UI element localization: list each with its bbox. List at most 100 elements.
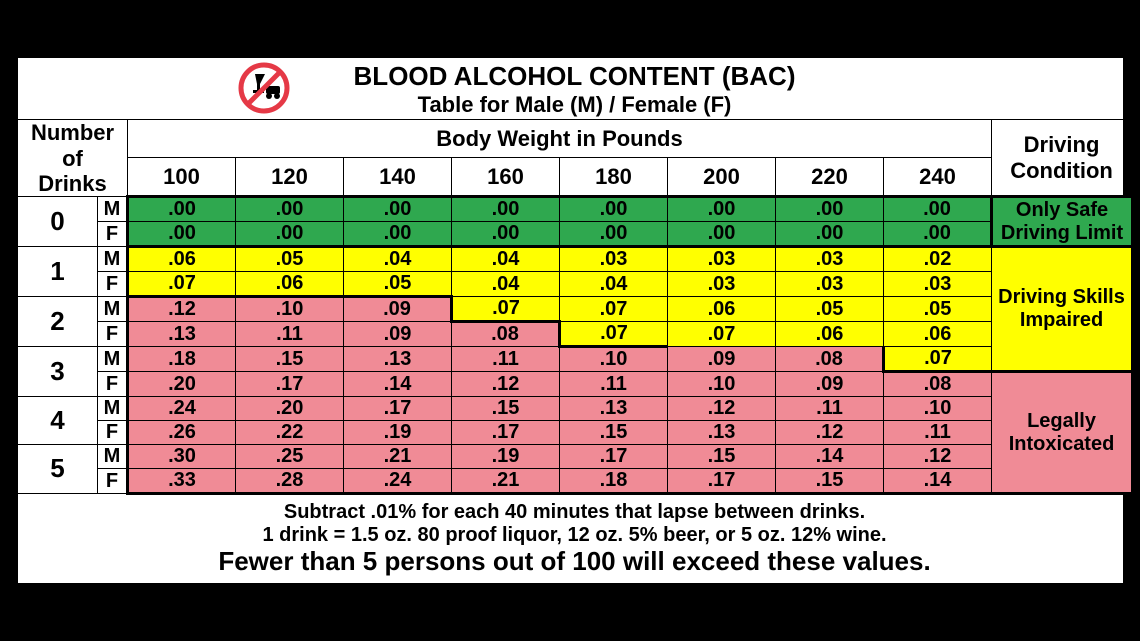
- cell: .24: [344, 469, 452, 494]
- cell: .33: [128, 469, 236, 494]
- cell: .00: [776, 197, 884, 222]
- cell: .15: [560, 421, 668, 445]
- cell: .08: [776, 347, 884, 372]
- cell: .00: [668, 197, 776, 222]
- cell: .21: [344, 445, 452, 469]
- cell: .09: [776, 372, 884, 397]
- header-drinks-l2: Drinks: [38, 171, 106, 196]
- cell: .05: [236, 247, 344, 272]
- cell: .06: [884, 322, 992, 347]
- cell: .00: [344, 197, 452, 222]
- cell: .07: [668, 322, 776, 347]
- sex-f: F: [98, 272, 128, 297]
- cell: .07: [560, 297, 668, 322]
- cell: .12: [668, 397, 776, 421]
- drinks-1: 1: [18, 247, 98, 297]
- sex-f: F: [98, 372, 128, 397]
- cell: .00: [236, 222, 344, 247]
- page: BLOOD ALCOHOL CONTENT (BAC) Table for Ma…: [0, 0, 1140, 641]
- cell: .07: [452, 297, 560, 322]
- cell: .13: [560, 397, 668, 421]
- sex-m: M: [98, 397, 128, 421]
- cell: .26: [128, 421, 236, 445]
- cell: .30: [128, 445, 236, 469]
- cell: .00: [668, 222, 776, 247]
- cell: .11: [884, 421, 992, 445]
- sex-m: M: [98, 197, 128, 222]
- weight-col: 140: [344, 157, 452, 196]
- header-cond-l2: Condition: [1010, 158, 1113, 183]
- cell: .19: [344, 421, 452, 445]
- cond-imp-l1: Driving Skills: [998, 286, 1125, 308]
- drinks-3: 3: [18, 347, 98, 397]
- cell: .14: [344, 372, 452, 397]
- cell: .14: [776, 445, 884, 469]
- cell: .17: [452, 421, 560, 445]
- cell: .00: [452, 197, 560, 222]
- sex-m: M: [98, 297, 128, 322]
- title-cell: BLOOD ALCOHOL CONTENT (BAC) Table for Ma…: [18, 58, 1132, 120]
- cell: .20: [236, 397, 344, 421]
- cond-impaired: Driving Skills Impaired: [992, 247, 1132, 372]
- cell: .09: [344, 322, 452, 347]
- header-condition: Driving Condition: [992, 120, 1132, 197]
- cell: .15: [776, 469, 884, 494]
- cell: .06: [668, 297, 776, 322]
- cell: .13: [668, 421, 776, 445]
- footer: Subtract .01% for each 40 minutes that l…: [18, 494, 1132, 584]
- cell: .03: [668, 247, 776, 272]
- cell: .06: [776, 322, 884, 347]
- cell: .02: [884, 247, 992, 272]
- cell: .08: [884, 372, 992, 397]
- cond-safe: Only Safe Driving Limit: [992, 197, 1132, 247]
- cell: .20: [128, 372, 236, 397]
- sex-f: F: [98, 469, 128, 494]
- cell: .18: [128, 347, 236, 372]
- footer-l3: Fewer than 5 persons out of 100 will exc…: [22, 547, 1127, 577]
- drinks-0: 0: [18, 197, 98, 247]
- cell: .00: [344, 222, 452, 247]
- weight-col: 100: [128, 157, 236, 196]
- cell: .04: [452, 247, 560, 272]
- cell: .11: [776, 397, 884, 421]
- cell: .12: [884, 445, 992, 469]
- cell: .07: [884, 347, 992, 372]
- cell: .28: [236, 469, 344, 494]
- bac-table-sheet: BLOOD ALCOHOL CONTENT (BAC) Table for Ma…: [14, 54, 1126, 587]
- cell: .03: [560, 247, 668, 272]
- header-drinks-l1: Number of: [31, 120, 114, 170]
- weight-col: 200: [668, 157, 776, 196]
- weight-col: 160: [452, 157, 560, 196]
- cell: .11: [452, 347, 560, 372]
- cell: .17: [344, 397, 452, 421]
- cell: .09: [668, 347, 776, 372]
- cell: .18: [560, 469, 668, 494]
- cell: .05: [884, 297, 992, 322]
- weight-col: 180: [560, 157, 668, 196]
- cell: .11: [560, 372, 668, 397]
- drinks-4: 4: [18, 397, 98, 445]
- cell: .10: [668, 372, 776, 397]
- cell: .06: [236, 272, 344, 297]
- cell: .03: [776, 247, 884, 272]
- cell: .10: [560, 347, 668, 372]
- cell: .12: [128, 297, 236, 322]
- weight-col: 120: [236, 157, 344, 196]
- footer-l2: 1 drink = 1.5 oz. 80 proof liquor, 12 oz…: [22, 524, 1127, 547]
- cell: .09: [344, 297, 452, 322]
- cond-legal: Legally Intoxicated: [992, 372, 1132, 494]
- weight-col: 240: [884, 157, 992, 196]
- sex-f: F: [98, 322, 128, 347]
- cell: .00: [560, 222, 668, 247]
- cell: .07: [128, 272, 236, 297]
- cell: .03: [776, 272, 884, 297]
- cell: .00: [128, 197, 236, 222]
- cell: .00: [884, 222, 992, 247]
- sex-m: M: [98, 247, 128, 272]
- cell: .06: [128, 247, 236, 272]
- cell: .10: [884, 397, 992, 421]
- cell: .04: [452, 272, 560, 297]
- cell: .03: [884, 272, 992, 297]
- cell: .17: [560, 445, 668, 469]
- footer-l1: Subtract .01% for each 40 minutes that l…: [22, 501, 1127, 524]
